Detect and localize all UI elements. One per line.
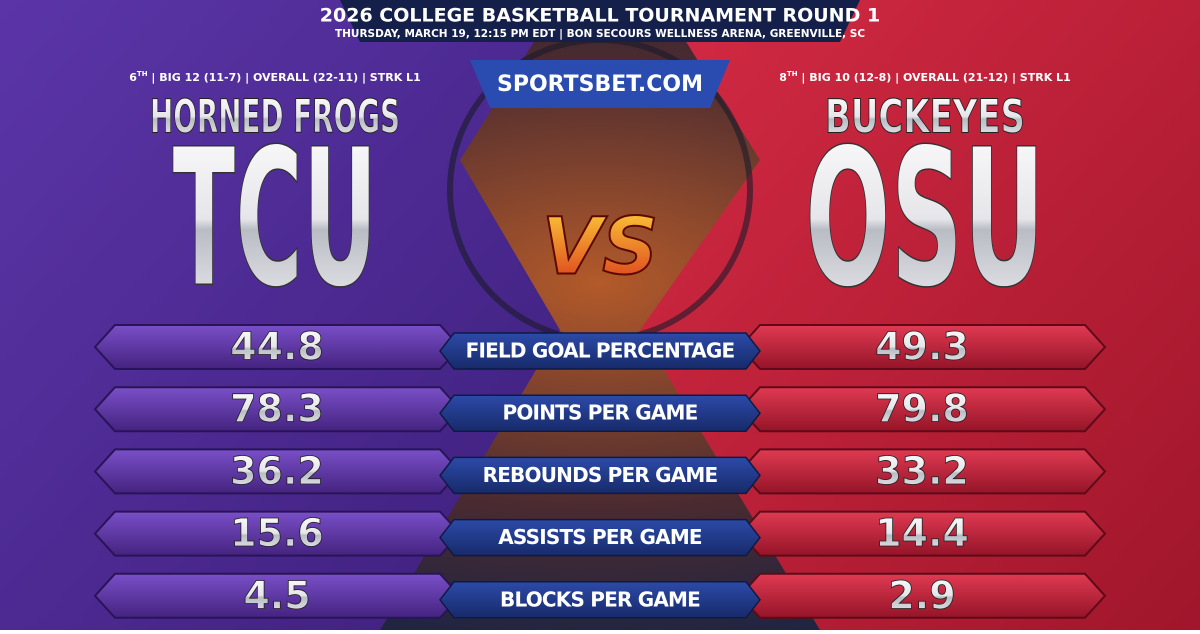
versus: VS <box>542 202 659 292</box>
header-title: 2026 COLLEGE BASKETBALL TOURNAMENT ROUND… <box>320 5 880 27</box>
stat-bar-right <box>738 386 1107 433</box>
header-banner <box>340 0 860 42</box>
team-nickname: HORNED FROGS <box>150 90 400 144</box>
stat-bar-right <box>738 572 1107 619</box>
stat-bar-right <box>738 448 1107 495</box>
stat-value: 78.3 <box>230 387 324 431</box>
stat-value: 15.6 <box>230 511 324 555</box>
stat-label: POINTS PER GAME <box>503 401 698 425</box>
stat-label: ASSISTS PER GAME <box>498 525 702 549</box>
stat-bar-right <box>738 324 1107 370</box>
team-abbr: TCU <box>173 108 378 329</box>
team-info: 6TH | BIG 12 (11-7) | OVERALL (22-11) | … <box>129 70 420 84</box>
stat-label: REBOUNDS PER GAME <box>483 463 718 487</box>
team-abbr: OSU <box>805 108 1045 329</box>
stat-value: 4.5 <box>243 573 310 617</box>
stat-label-ribbon <box>439 456 761 495</box>
stat-value: 14.4 <box>875 511 969 555</box>
stat-value: 2.9 <box>888 573 955 617</box>
stat-value: 79.8 <box>875 387 969 431</box>
site-ribbon <box>470 60 730 108</box>
site-name: SPORTSBET.COM <box>497 72 703 97</box>
stat-value: 44.8 <box>230 325 324 369</box>
stats-table: FIELD GOAL PERCENTAGE 44.8 49.3 POINTS PER … <box>93 324 1107 619</box>
stat-label-ribbon <box>439 518 761 557</box>
header-subtitle: THURSDAY, MARCH 19, 12:15 PM EDT | BON S… <box>335 28 865 40</box>
stat-value: 49.3 <box>875 325 969 369</box>
stat-bar-right <box>738 510 1107 557</box>
team-nickname: BUCKEYES <box>825 90 1025 144</box>
stat-label-ribbon <box>439 332 761 370</box>
stat-value: 33.2 <box>875 449 969 493</box>
stat-label: BLOCKS PER GAME <box>500 587 700 611</box>
stat-value: 36.2 <box>230 449 324 493</box>
stat-label: FIELD GOAL PERCENTAGE <box>466 339 735 363</box>
stat-label-ribbon <box>439 394 761 432</box>
team-info: 8TH | BIG 10 (12-8) | OVERALL (21-12) | … <box>779 70 1070 84</box>
stat-label-ribbon <box>439 581 761 619</box>
